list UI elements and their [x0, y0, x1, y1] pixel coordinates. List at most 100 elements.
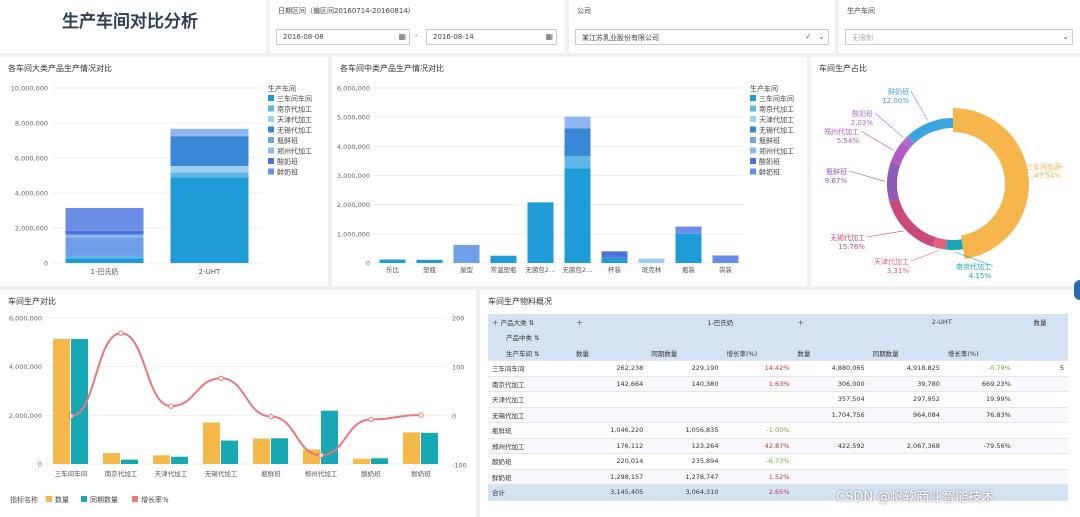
col-header[interactable]: 数量	[572, 345, 648, 361]
date-end-input[interactable]: 2016-08-14 ▦	[426, 29, 557, 45]
table-cell: 1,298,157	[572, 469, 648, 485]
table-cell: -6.73%	[722, 453, 794, 470]
dim1-header[interactable]: ＋ 产品大类 ⇅	[488, 314, 572, 330]
table-row[interactable]: 三车间车间 262,238 229,190 14.42% 4,880,065 4,918,…	[488, 360, 1068, 377]
y-tick-label: 2,000,000	[337, 201, 370, 209]
row-label: 合计	[488, 484, 572, 501]
bar-segment	[527, 202, 554, 263]
table-row[interactable]: 南京代加工 142,664 140,380 1.63% 306,000 39,780 669…	[488, 376, 1068, 392]
table-cell: 1,046,220	[572, 422, 648, 439]
table-row[interactable]: 郑州代加工 176,112 123,264 42.87% 422,592 2,067,36…	[488, 438, 1068, 454]
y-tick-label: 4,000,000	[9, 363, 42, 371]
bar-segment	[379, 259, 406, 263]
y-tick-label: 2,000,000	[9, 412, 42, 420]
calendar-icon[interactable]: ▦	[398, 32, 406, 41]
table-cell: -1.00%	[722, 422, 794, 439]
table-cell: 220,014	[572, 453, 648, 470]
table-cell	[722, 407, 794, 423]
bar-segment	[65, 230, 144, 235]
chevron-down-icon[interactable]: ⌄	[1062, 32, 1069, 41]
table-row[interactable]: 鲜奶班 1,298,157 1,278,747 1.52%	[488, 469, 1068, 485]
x-tick-label: 乐比	[386, 265, 400, 274]
table-row[interactable]: 无锡代加工 1,704,756 964,084 76.83%	[488, 407, 1068, 423]
slice-leader	[874, 112, 904, 138]
bar-segment	[170, 136, 249, 166]
legend-swatch	[750, 126, 756, 133]
bar	[153, 455, 170, 464]
table-row[interactable]: 酸奶班 220,014 235,894 -6.73%	[488, 453, 1068, 470]
mid-category-panel: 各车间中类产品生产情况对比 6,000,000 5,000,000 4,000,00…	[332, 57, 807, 286]
y-tick-label: 0	[44, 260, 48, 268]
table-header-row: 生产车间 ⇅ 数量 同期数量 增长率(%) 数量 同期数量 增长率(%)	[488, 345, 1068, 361]
legend-swatch	[268, 105, 274, 112]
table-row[interactable]: 天津代加工 357,504 297,952 19.99%	[488, 391, 1068, 408]
workshop-select[interactable]: 无限制 ⌄	[845, 29, 1073, 45]
table-cell	[793, 484, 869, 501]
chevron-down-icon[interactable]: ⌄	[818, 32, 825, 41]
col-header[interactable]: 同期数量	[647, 345, 723, 361]
scroll-handle[interactable]	[1074, 280, 1080, 300]
slice-label: 郑州代加工	[824, 127, 859, 136]
legend-label: 酸奶班	[277, 157, 298, 166]
sort-icon[interactable]: ⇅	[528, 318, 535, 327]
bar-segment	[65, 258, 144, 263]
bar	[103, 453, 120, 464]
legend-label: 瓶鲜班	[759, 136, 780, 145]
row-label: 天津代加工	[488, 391, 572, 408]
table-row[interactable]: 合计 3,145,405 3,064,310 2.65%	[488, 484, 1068, 501]
expand-icon[interactable]: ＋	[492, 318, 499, 327]
dim2-header[interactable]: 产品中类 ⇅	[488, 329, 572, 346]
table-cell: 1,704,756	[793, 407, 869, 423]
col-header[interactable]: 同期数量	[868, 345, 944, 361]
legend-swatch	[268, 168, 274, 175]
big-category-panel: 各车间大类产品生产情况对比 10,000,000 8,000,000 6,000,0…	[0, 57, 328, 286]
table-cell: 14.42%	[722, 360, 794, 377]
row-label: 三车间车间	[488, 360, 572, 377]
expand-icon[interactable]: ＋	[572, 314, 648, 330]
row-dim-header[interactable]: 生产车间 ⇅	[488, 345, 572, 361]
y-tick-label: 6,000,000	[337, 85, 370, 93]
ratio-panel: 车间生产占比 三车间车间 47.54% 南京代加工 4.15% 天津代加工 3.31% 无锡…	[811, 57, 1080, 286]
x-tick-label: 1-巴氏奶	[91, 267, 119, 276]
table-cell: 1,278,747	[647, 469, 723, 485]
bar-segment	[490, 255, 517, 263]
col-header[interactable]: 增长率(%)	[722, 345, 794, 361]
bar-segment	[65, 207, 144, 231]
line-point	[368, 416, 374, 423]
workshop-placeholder: 无限制	[852, 34, 873, 42]
legend-title: 指标名称	[10, 495, 38, 504]
x-tick-label: 酸奶班	[361, 469, 381, 478]
big-category-title: 各车间大类产品生产情况对比	[8, 64, 112, 73]
calendar-icon[interactable]: ▦	[545, 32, 553, 41]
check-icon: ✓	[805, 32, 812, 41]
bar-segment	[601, 257, 628, 263]
legend-swatch	[750, 116, 756, 122]
date-separator: -	[415, 32, 418, 40]
company-select[interactable]: 某江苏乳业股份有限公司 ✓ ⌄	[575, 29, 829, 45]
table-cell	[1029, 469, 1068, 485]
ratio-title: 车间生产占比	[819, 64, 867, 73]
bar	[121, 459, 138, 464]
x-tick-label: 瓶鲜班	[261, 469, 281, 478]
workshop-filter-label: 生产车间	[847, 7, 875, 15]
table-cell	[1029, 376, 1068, 392]
table-cell: 142,664	[572, 376, 648, 392]
y-tick-label: 6,000,000	[15, 155, 48, 163]
table-cell	[1029, 422, 1068, 439]
bar-segment	[712, 255, 739, 263]
material-pivot-table: ＋ 产品大类 ⇅ ＋ 1-巴氏奶 ＋ 2-UHT 数量 产品中类 ⇅ 生产车间 …	[488, 314, 1068, 501]
table-cell	[722, 391, 794, 408]
col-header[interactable]: 增长率(%)	[943, 345, 1015, 361]
bar	[53, 338, 70, 464]
col-header[interactable]: 数量	[793, 345, 869, 361]
y-tick-label: 2,000,000	[15, 225, 48, 233]
company-filter-panel: 公司 某江苏乳业股份有限公司 ✓ ⌄	[569, 0, 835, 53]
date-start-input[interactable]: 2016-08-08 ▦	[276, 29, 410, 45]
legend-swatch	[81, 496, 87, 502]
expand-icon[interactable]: ＋	[793, 314, 869, 330]
sort-icon[interactable]: ⇅	[534, 349, 540, 358]
y-tick-label: 10,000,000	[11, 85, 48, 93]
table-row[interactable]: 瓶鲜班 1,046,220 1,056,835 -1.00%	[488, 422, 1068, 439]
sort-icon[interactable]: ⇅	[534, 334, 540, 343]
mid-category-chart: 6,000,000 5,000,000 4,000,000 3,000,000 2,00…	[337, 84, 794, 274]
